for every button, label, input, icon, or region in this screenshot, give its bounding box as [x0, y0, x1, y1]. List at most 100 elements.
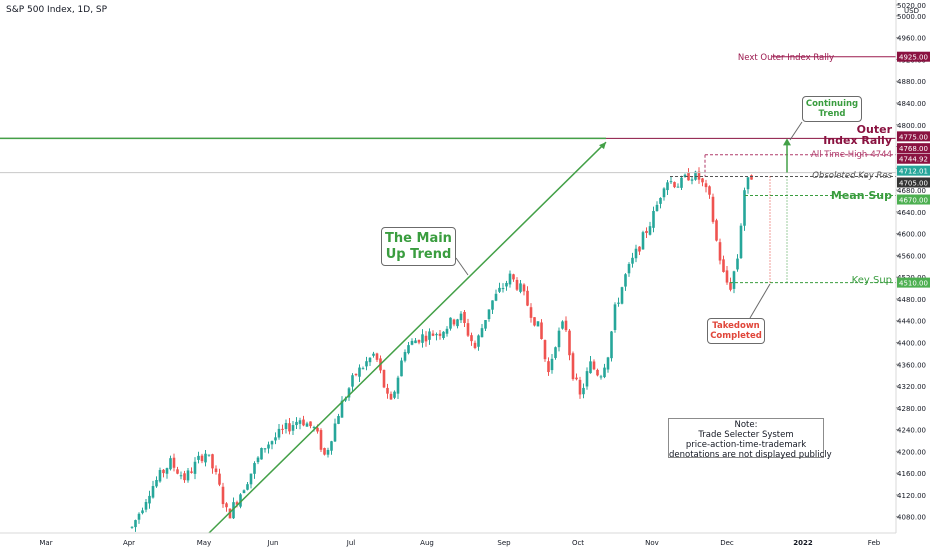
candle-body [361, 368, 365, 370]
candle-body [473, 342, 477, 348]
chart-title: S&P 500 Index, 1D, SP [6, 5, 108, 15]
candle-body [172, 457, 176, 468]
candle-body [718, 242, 722, 261]
y-tick-label: 4840.00 [897, 100, 926, 108]
candle-body [690, 179, 694, 181]
candle-body [421, 334, 424, 343]
label-all-time-high: All Time High-4744 [811, 150, 892, 160]
candle-body [645, 230, 648, 233]
candle-body [428, 331, 431, 340]
candle-body [400, 360, 403, 377]
candle-body [204, 453, 207, 463]
note-line-1: Note: [734, 420, 758, 430]
candle-body [750, 175, 753, 180]
candle-body [568, 330, 571, 356]
candle-body [736, 258, 739, 270]
candle-body [729, 282, 732, 290]
candle-body [477, 335, 480, 347]
candle-body [281, 428, 284, 430]
main-trend-pointer [455, 257, 469, 276]
candle-body [368, 357, 372, 363]
candle-body [228, 508, 232, 519]
price-tag-text: 4705.00 [899, 179, 928, 187]
candle-body [529, 307, 533, 318]
candle-body [449, 317, 452, 329]
y-tick-label: 4640.00 [897, 209, 926, 217]
candle-body [655, 204, 659, 212]
y-tick-label: 4160.00 [897, 470, 926, 478]
continuing-line-1: Continuing [805, 99, 859, 109]
candle-body [214, 468, 218, 473]
takedown-line-1: Takedown [712, 321, 760, 331]
candle-body [634, 248, 638, 259]
candle-body [676, 186, 680, 188]
x-tick-label: May [197, 539, 211, 547]
candle-body [393, 391, 396, 398]
candle-body [200, 455, 204, 462]
continuing-arrowhead [783, 138, 791, 146]
price-tag-text: 4925.00 [899, 54, 928, 62]
candle-body [743, 190, 746, 226]
candle-body [435, 334, 438, 336]
candle-body [305, 423, 309, 427]
candle-body [456, 319, 459, 327]
candle-body [704, 183, 708, 188]
candle-body [291, 425, 295, 431]
candle-body [309, 421, 312, 427]
candle-body [263, 448, 267, 450]
candle-body [407, 345, 410, 354]
candle-body [599, 376, 603, 378]
candle-body [715, 220, 718, 241]
candle-body [603, 367, 606, 378]
candle-body [459, 313, 463, 321]
main-trend-line-1: The Main [385, 231, 452, 246]
candle-body [158, 470, 162, 482]
candle-body [288, 423, 291, 432]
x-tick-label: Mar [39, 539, 52, 547]
label-next-outer-index-rally: Next Outer Index Rally [737, 53, 834, 63]
candle-body [508, 273, 512, 285]
price-tags-group: 4925.00 4775.00 4768.00 4744.92 4712.01 4705.… [897, 51, 930, 288]
y-tick-label: 4120.00 [897, 492, 926, 500]
candle-body [354, 373, 358, 376]
continuing-line-2: Trend [818, 109, 846, 119]
x-tick-label: Sep [497, 539, 511, 547]
candle-body [260, 448, 263, 460]
candle-body [340, 400, 344, 418]
y-tick-label: 4360.00 [897, 361, 926, 369]
candle-body [242, 490, 246, 494]
candle-body [312, 426, 316, 428]
candle-body [673, 182, 676, 188]
candle-body [697, 171, 701, 180]
candle-body [470, 335, 473, 342]
candle-body [739, 225, 743, 259]
candle-body [445, 328, 449, 334]
candle-body [722, 259, 725, 272]
candle-body [389, 393, 393, 400]
candle-body [323, 448, 326, 455]
candle-body [256, 457, 260, 463]
price-tag-bg [897, 51, 930, 62]
candle-body [592, 361, 596, 370]
candle-body [211, 454, 214, 469]
y-tick-label: 5020.00 [897, 2, 926, 10]
y-tick-label: 4280.00 [897, 405, 926, 413]
candle-body [480, 328, 484, 338]
candle-body [330, 441, 333, 451]
candle-body [183, 473, 186, 481]
candle-body [169, 458, 172, 470]
candle-body [207, 454, 211, 456]
price-tag-bg [897, 143, 930, 154]
candle-body [701, 178, 704, 183]
candle-body [648, 226, 652, 235]
candle-body [144, 502, 148, 510]
candle-body [638, 246, 641, 252]
candle-body [372, 353, 375, 356]
candle-body [277, 428, 281, 438]
price-tag-text: 4670.00 [899, 197, 928, 205]
candle-body [221, 486, 225, 505]
note-line-3: price-action-time-trademark [685, 440, 807, 450]
candle-body [239, 494, 242, 507]
y-tick-label: 4960.00 [897, 35, 926, 43]
